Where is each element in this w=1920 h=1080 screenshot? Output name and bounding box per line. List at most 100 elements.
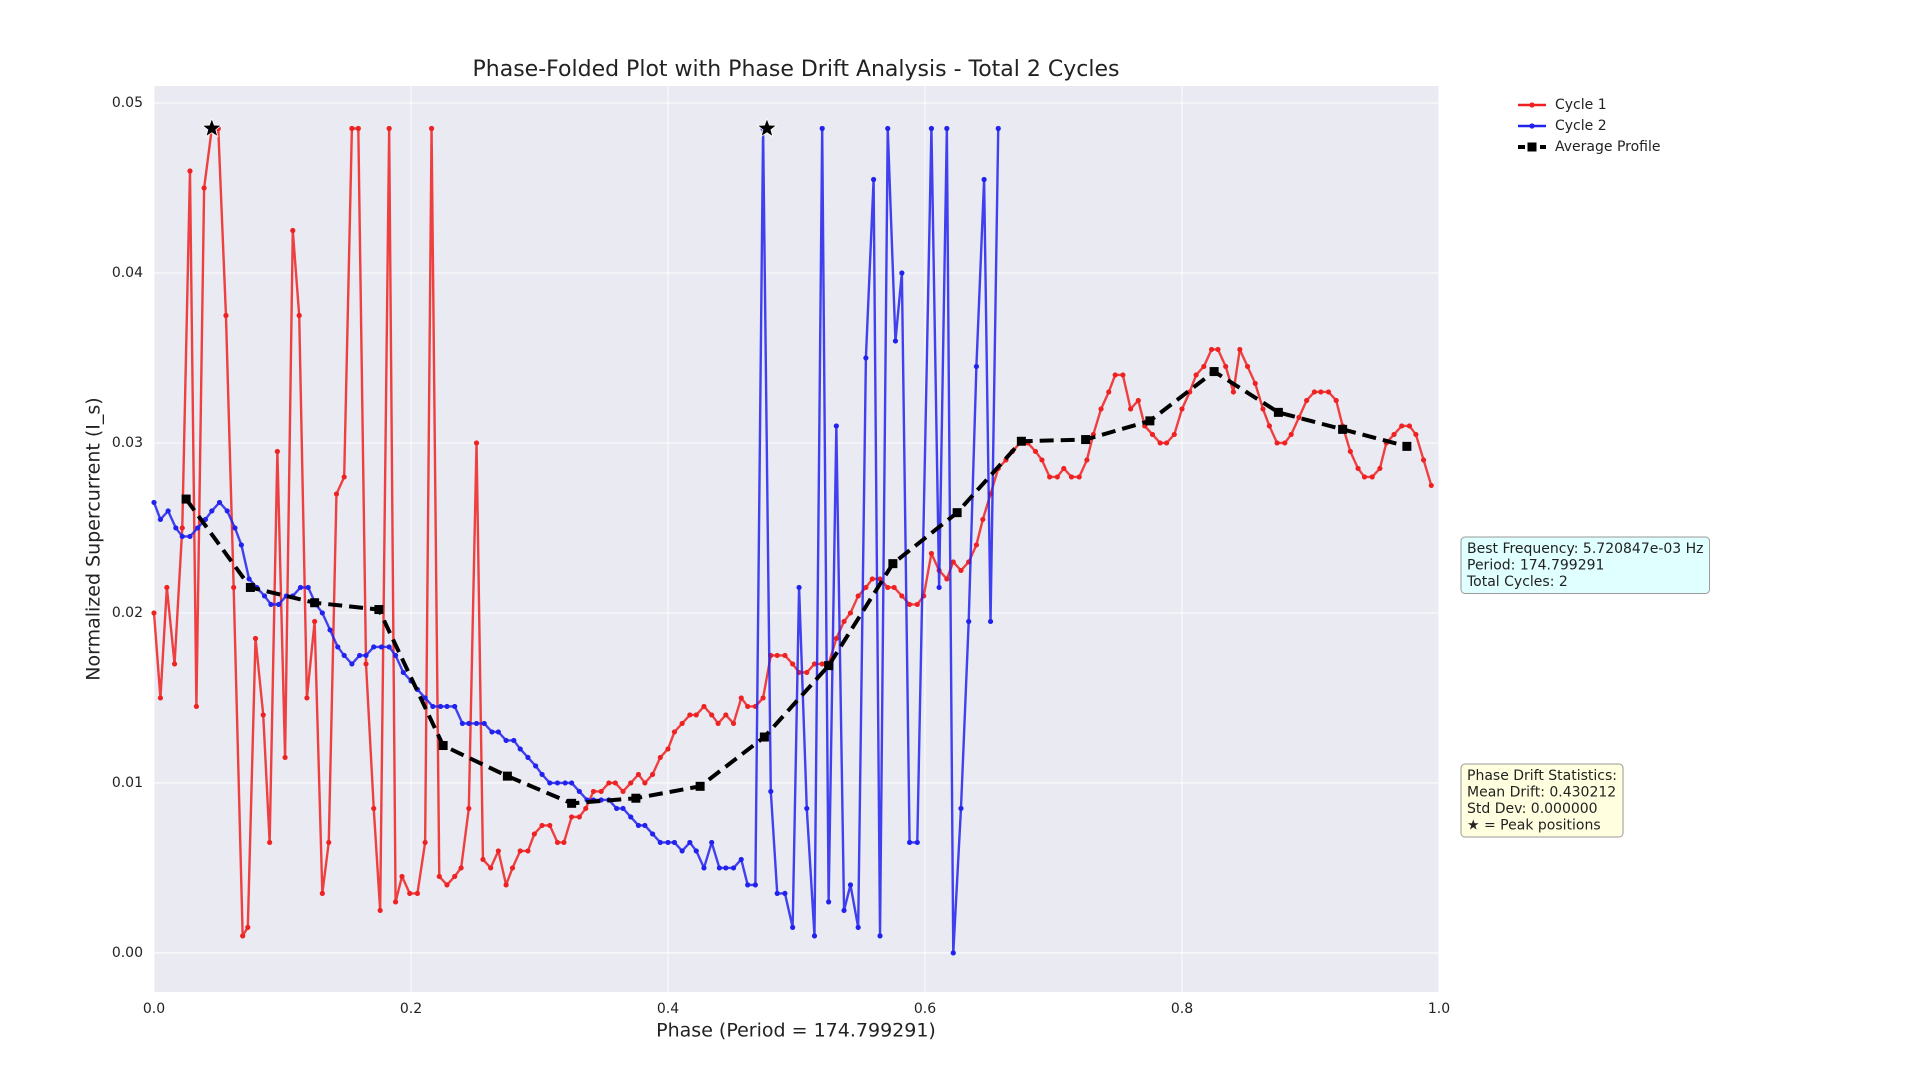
point-marker (341, 652, 347, 659)
point-marker (928, 550, 935, 557)
point-marker (649, 771, 656, 778)
annotation-background (1460, 763, 1624, 838)
point-marker (1215, 346, 1221, 353)
point-marker (649, 831, 656, 837)
x-tick-label: 0.8 (1171, 1001, 1193, 1017)
point-marker (164, 584, 170, 591)
point-marker (386, 125, 392, 132)
point-marker (863, 584, 869, 591)
point-marker (157, 516, 164, 523)
peak-marker (201, 117, 223, 138)
point-marker (480, 856, 486, 863)
point-marker (171, 661, 178, 667)
point-marker (1282, 440, 1288, 446)
point-marker (841, 618, 847, 625)
point-marker (723, 712, 729, 718)
point-marker (906, 839, 913, 846)
point-marker (327, 627, 333, 633)
point-marker (312, 618, 318, 625)
point-marker (561, 839, 567, 846)
point-marker (437, 703, 444, 710)
point-marker (819, 661, 825, 667)
point-marker (804, 669, 810, 676)
point-marker (319, 610, 325, 616)
point-marker (179, 525, 185, 531)
point-marker (1252, 380, 1258, 387)
point-marker (187, 168, 193, 174)
point-marker (1355, 465, 1361, 472)
point-marker (547, 822, 553, 829)
point-marker (533, 763, 539, 769)
point-marker (1120, 372, 1126, 378)
point-marker (1369, 474, 1375, 480)
annotation-text: Mean Drift: 0.430212 (1467, 785, 1616, 801)
x-tick-label: 0.6 (914, 1001, 936, 1017)
point-marker (503, 882, 509, 888)
point-marker (715, 720, 721, 727)
point-marker (355, 125, 361, 132)
point-marker (517, 848, 523, 854)
point-marker (392, 652, 399, 659)
point-marker (310, 598, 320, 608)
point-marker (495, 848, 501, 854)
point-marker (414, 890, 421, 897)
plot-area (154, 86, 1439, 992)
point-marker (1402, 441, 1412, 451)
point-marker (187, 533, 193, 540)
point-marker (525, 848, 531, 854)
point-marker (569, 814, 575, 820)
point-marker (723, 865, 729, 871)
point-marker (774, 652, 780, 659)
point-marker (326, 839, 332, 846)
point-marker (738, 856, 744, 863)
point-marker (796, 584, 802, 591)
point-marker (665, 839, 671, 846)
point-marker (341, 474, 347, 480)
point-marker (995, 125, 1001, 132)
point-marker (1076, 474, 1082, 480)
point-marker (1406, 423, 1413, 429)
point-marker (782, 652, 788, 659)
point-marker (444, 882, 450, 888)
point-marker (436, 873, 442, 880)
point-marker (452, 873, 458, 880)
point-marker (1209, 367, 1219, 377)
point-marker (944, 125, 950, 132)
point-marker (1163, 440, 1170, 446)
point-marker (554, 839, 561, 846)
point-marker (716, 865, 723, 871)
point-marker (745, 703, 751, 710)
point-marker (201, 185, 207, 191)
point-marker (738, 695, 744, 701)
point-marker (1274, 440, 1280, 446)
point-marker (282, 754, 288, 761)
point-marker (489, 729, 495, 735)
point-marker (1333, 397, 1339, 404)
point-marker (899, 270, 905, 276)
point-marker (374, 605, 384, 615)
point-marker (363, 652, 369, 659)
point-marker (377, 907, 383, 914)
point-marker (614, 805, 620, 812)
point-marker (598, 788, 604, 795)
point-marker (511, 737, 517, 744)
point-marker (760, 695, 766, 701)
point-marker (466, 805, 472, 812)
point-marker (679, 848, 685, 854)
annotation-box: Phase Drift Statistics:Mean Drift: 0.430… (1460, 763, 1624, 838)
point-marker (1145, 416, 1155, 426)
point-marker (693, 848, 699, 854)
point-marker (495, 729, 501, 735)
point-marker (657, 839, 663, 846)
point-marker (811, 661, 818, 667)
point-marker (987, 618, 994, 625)
point-marker (466, 720, 472, 727)
point-marker (936, 584, 942, 591)
point-marker (642, 780, 648, 786)
point-marker (635, 822, 642, 829)
point-marker (693, 712, 699, 718)
point-marker (371, 644, 377, 650)
point-marker (1413, 431, 1419, 438)
x-tick-label: 0.2 (400, 1001, 422, 1017)
point-marker (635, 771, 642, 778)
